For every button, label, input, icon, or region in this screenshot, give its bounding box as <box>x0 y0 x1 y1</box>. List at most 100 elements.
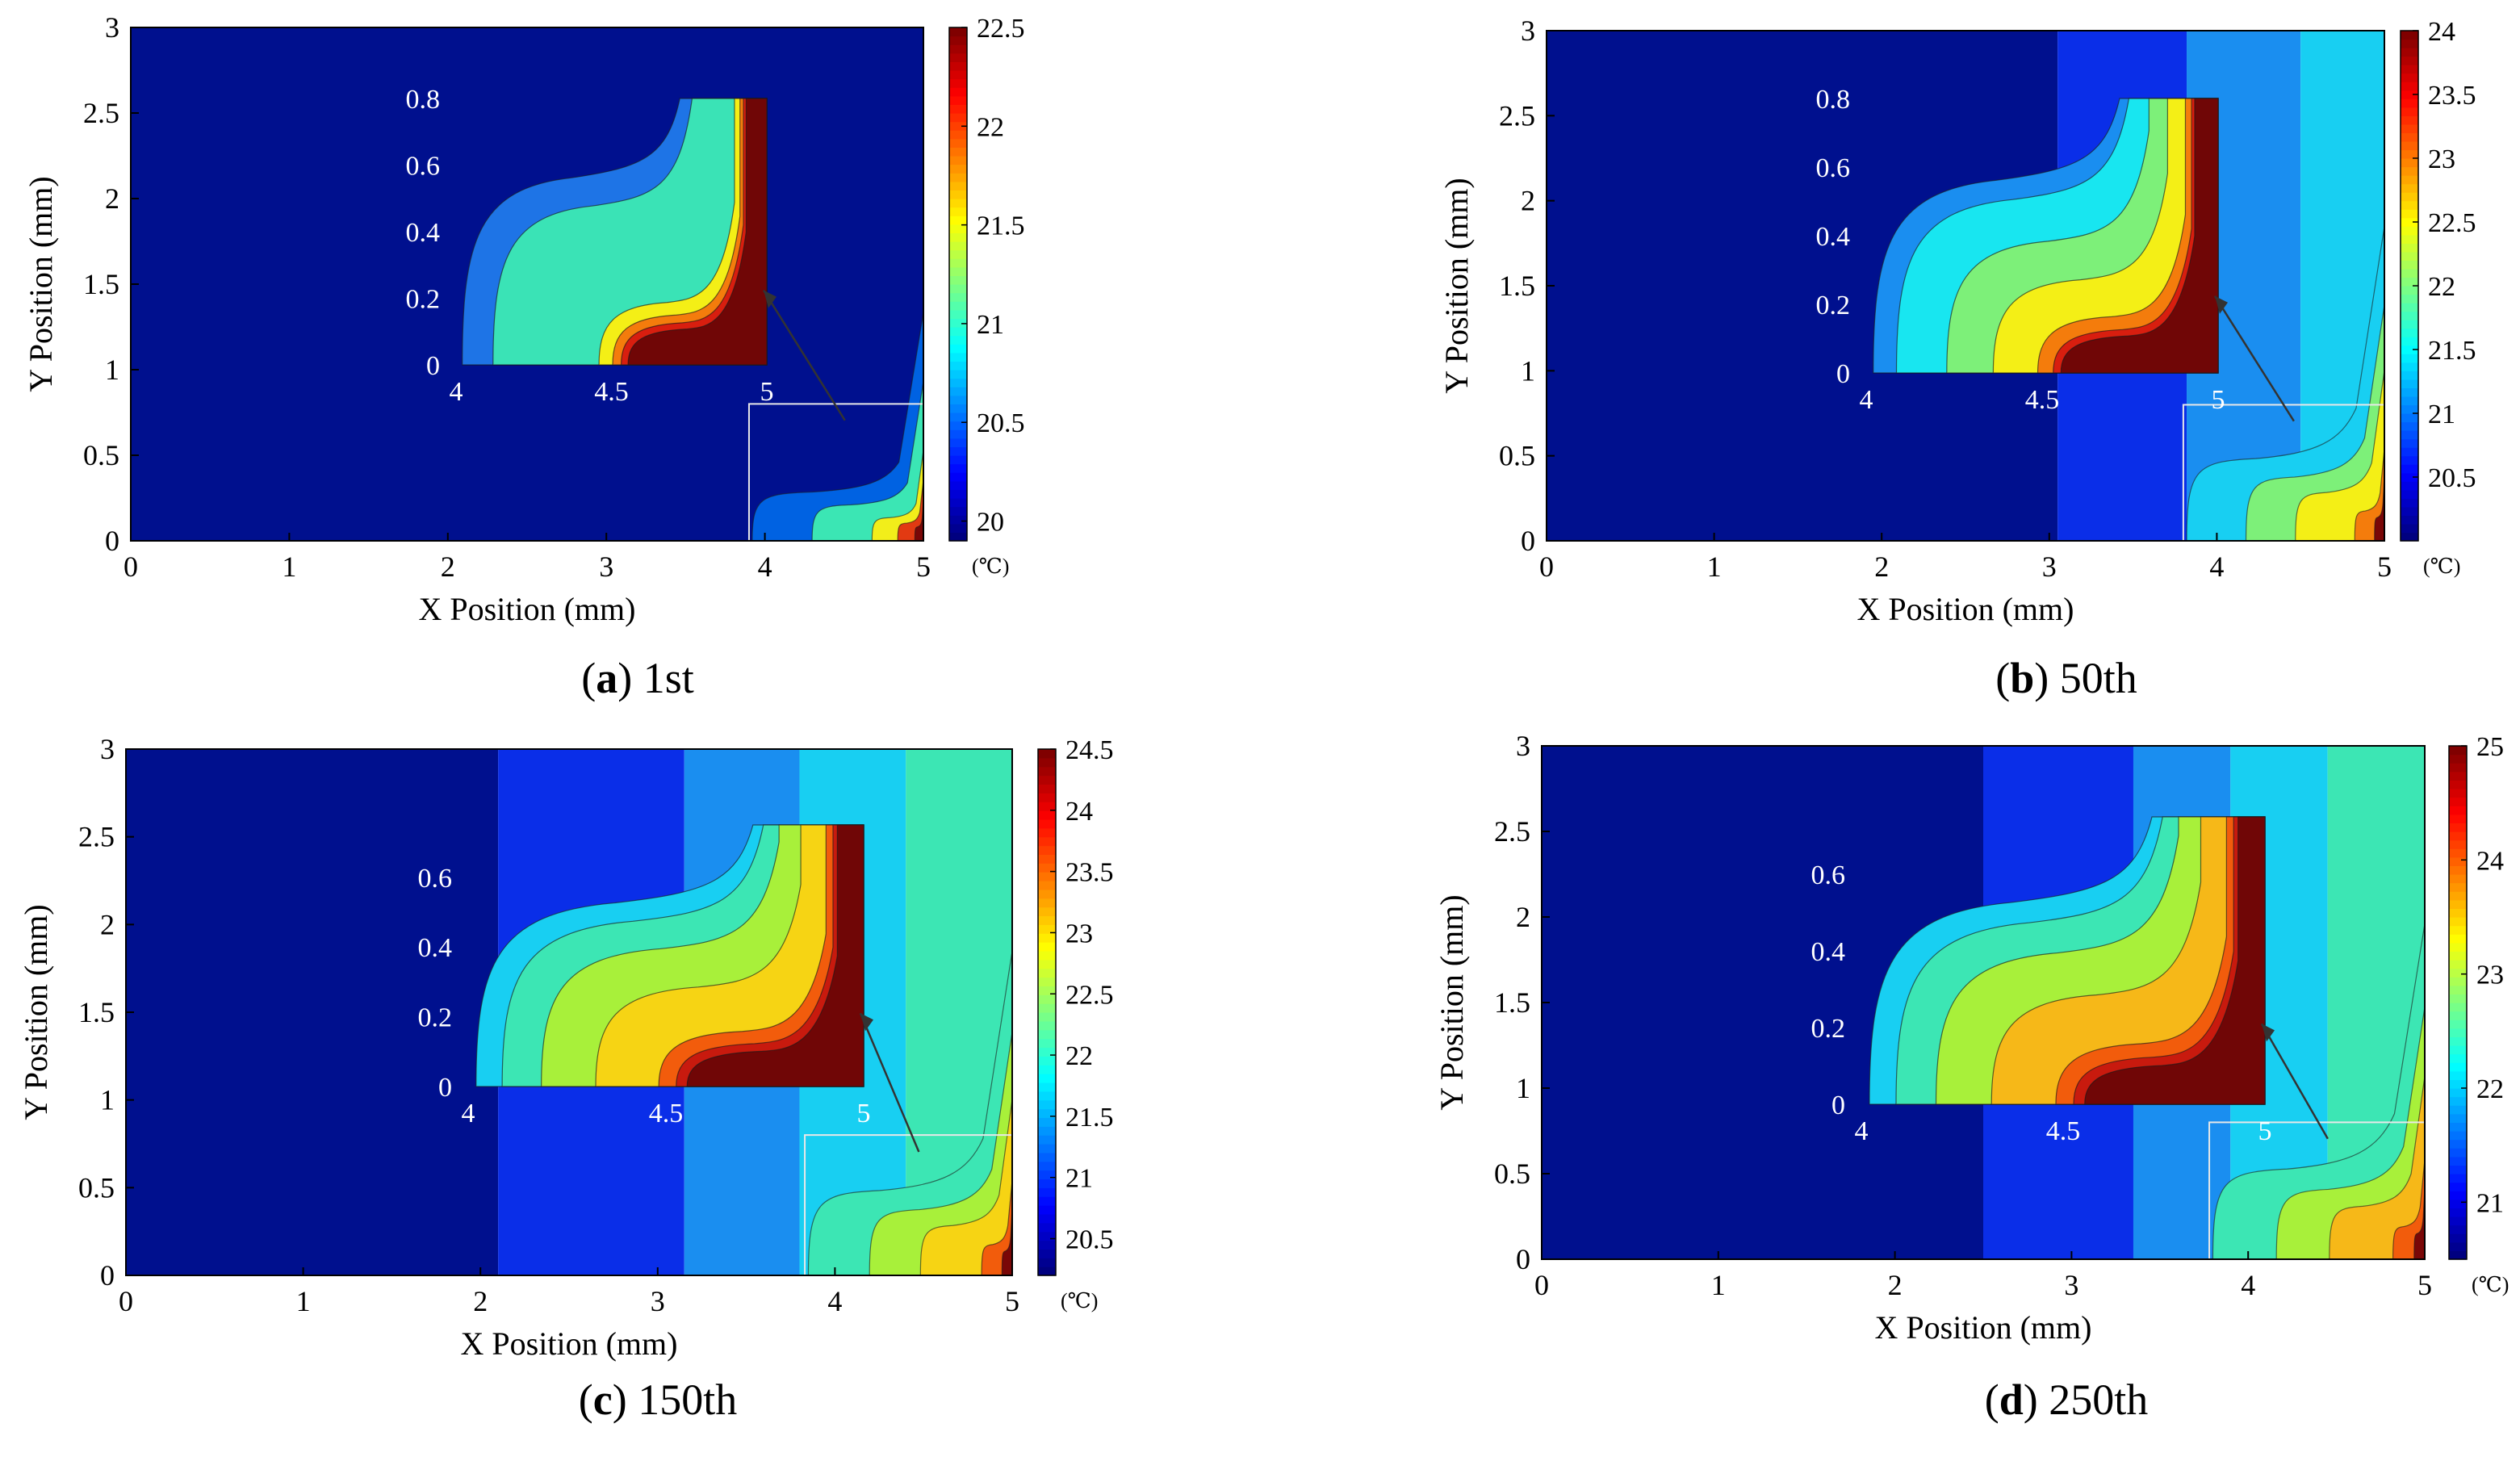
colorbar-segment <box>2401 234 2418 244</box>
colorbar-segment <box>949 480 967 490</box>
colorbar-segment <box>1038 1012 1056 1022</box>
colorbar-tick-label: 22 <box>977 112 1004 142</box>
colorbar-segment <box>2401 251 2418 261</box>
colorbar-segment <box>2401 515 2418 525</box>
colorbar-segment <box>2449 1139 2467 1149</box>
colorbar-segment <box>2449 746 2467 756</box>
colorbar-segment <box>2401 268 2418 278</box>
y-tick-label: 3 <box>1516 730 1530 762</box>
x-tick-label: 1 <box>296 1285 311 1317</box>
colorbar-segment <box>1038 749 1056 759</box>
colorbar-segment <box>949 130 967 140</box>
colorbar-segment <box>1038 898 1056 908</box>
zoom-inset: 4 4.5 5 0 0.2 0.4 0.6 0.8 <box>406 85 846 421</box>
inset-x-tick-label: 4 <box>462 1099 475 1128</box>
temperature-band <box>126 749 499 1275</box>
colorbar-segment <box>949 104 967 114</box>
colorbar-segment <box>2449 968 2467 978</box>
x-axis-label: X Position (mm) <box>461 1325 678 1362</box>
inset-x-tick-label: 4 <box>1860 385 1873 415</box>
colorbar-unit-label: (℃) <box>1061 1289 1098 1313</box>
colorbar-segment <box>1038 836 1056 847</box>
inset-y-tick-label: 0.6 <box>1811 860 1846 890</box>
panel-b: 0 1 2 3 4 500.511.522.53X Position (mm)Y Posi… <box>1438 15 2476 702</box>
colorbar-segment <box>2401 158 2418 168</box>
colorbar-segment <box>949 87 967 97</box>
y-axis-label: Y Position (mm) <box>18 904 54 1120</box>
y-tick-label: 2 <box>1516 901 1530 933</box>
colorbar-segment <box>949 489 967 499</box>
panel-caption: (d) 250th <box>1985 1375 2149 1424</box>
colorbar-segment <box>949 216 967 225</box>
y-tick-label: 2.5 <box>1494 815 1530 848</box>
inset-x-tick-label: 5 <box>760 377 774 407</box>
colorbar-tick-label: 21 <box>1065 1164 1093 1194</box>
colorbar-tick-label: 20.5 <box>2428 463 2476 493</box>
inset-y-tick-label: 0.2 <box>1816 291 1851 320</box>
colorbar-segment <box>949 301 967 311</box>
y-tick-label: 1 <box>100 1084 115 1116</box>
colorbar-segment <box>949 455 967 465</box>
colorbar-segment <box>2401 345 2418 354</box>
colorbar-segment <box>2449 1191 2467 1200</box>
contour-level <box>1001 1207 1013 1276</box>
colorbar-tick-label: 24 <box>1065 797 1093 827</box>
colorbar-segment <box>1038 1038 1056 1049</box>
colorbar-segment <box>1038 827 1056 838</box>
inset-x-tick-label: 4.5 <box>649 1099 684 1128</box>
x-tick-label: 3 <box>2064 1269 2078 1301</box>
colorbar-tick-label: 23 <box>2428 144 2455 174</box>
colorbar-segment <box>1038 881 1056 890</box>
y-tick-label: 2.5 <box>1499 99 1535 132</box>
colorbar-segment <box>1038 757 1056 768</box>
inset-y-tick-label: 0.8 <box>406 85 441 115</box>
colorbar-segment <box>949 147 967 157</box>
contour-level <box>869 1032 1013 1276</box>
colorbar-segment <box>1038 1056 1056 1066</box>
x-tick-label: 0 <box>119 1285 133 1317</box>
colorbar-segment <box>2449 1079 2467 1089</box>
colorbar-segment <box>2449 1148 2467 1158</box>
colorbar-unit-label: (℃) <box>2472 1273 2509 1296</box>
colorbar-segment <box>1038 766 1056 777</box>
contour-level <box>2329 1076 2426 1260</box>
colorbar-segment <box>1038 854 1056 864</box>
colorbar-segment <box>949 438 967 447</box>
caption-paren-open: ( <box>579 1375 593 1424</box>
inset-contour-level <box>2060 98 2219 374</box>
inset-x-tick-label: 4 <box>1855 1116 1869 1146</box>
contour-level <box>2295 370 2385 542</box>
colorbar-segment <box>2401 107 2418 116</box>
colorbar-segment <box>2449 874 2467 884</box>
y-tick-label: 0 <box>1516 1243 1530 1275</box>
colorbar-segment <box>2401 303 2418 312</box>
colorbar-segment <box>2401 48 2418 57</box>
colorbar-tick-label: 23 <box>1065 919 1093 948</box>
colorbar-segment <box>2401 472 2418 482</box>
colorbar-segment <box>2401 124 2418 133</box>
colorbar-unit-label: (℃) <box>2423 555 2460 578</box>
colorbar-tick-label: 21 <box>2476 1188 2504 1218</box>
colorbar-segment <box>1038 1029 1056 1040</box>
colorbar-segment <box>2401 166 2418 176</box>
x-tick-label: 5 <box>2377 551 2392 583</box>
colorbar-segment <box>1038 793 1056 802</box>
colorbar-segment <box>1038 959 1056 969</box>
colorbar-segment <box>1038 1213 1056 1224</box>
colorbar-segment <box>949 190 967 199</box>
colorbar-segment <box>949 266 967 276</box>
colorbar-segment <box>2449 1053 2467 1063</box>
y-axis-label: Y Position (mm) <box>23 176 59 391</box>
colorbar-segment <box>949 395 967 404</box>
colorbar-segment <box>2449 1216 2467 1226</box>
caption-letter: a <box>596 654 617 702</box>
colorbar-segment <box>2401 413 2418 423</box>
colorbar-segment <box>2401 286 2418 295</box>
contour-level <box>2186 226 2385 542</box>
colorbar-segment <box>949 138 967 148</box>
y-tick-label: 0.5 <box>1499 440 1535 472</box>
inset-y-tick-label: 0 <box>1831 1091 1845 1120</box>
inset-pointer-arrow <box>859 1012 920 1153</box>
colorbar-segment <box>1038 1065 1056 1074</box>
colorbar-segment <box>1038 1187 1056 1197</box>
